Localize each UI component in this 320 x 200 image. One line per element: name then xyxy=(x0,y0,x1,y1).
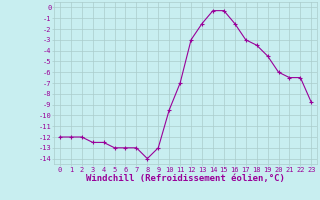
X-axis label: Windchill (Refroidissement éolien,°C): Windchill (Refroidissement éolien,°C) xyxy=(86,174,285,183)
